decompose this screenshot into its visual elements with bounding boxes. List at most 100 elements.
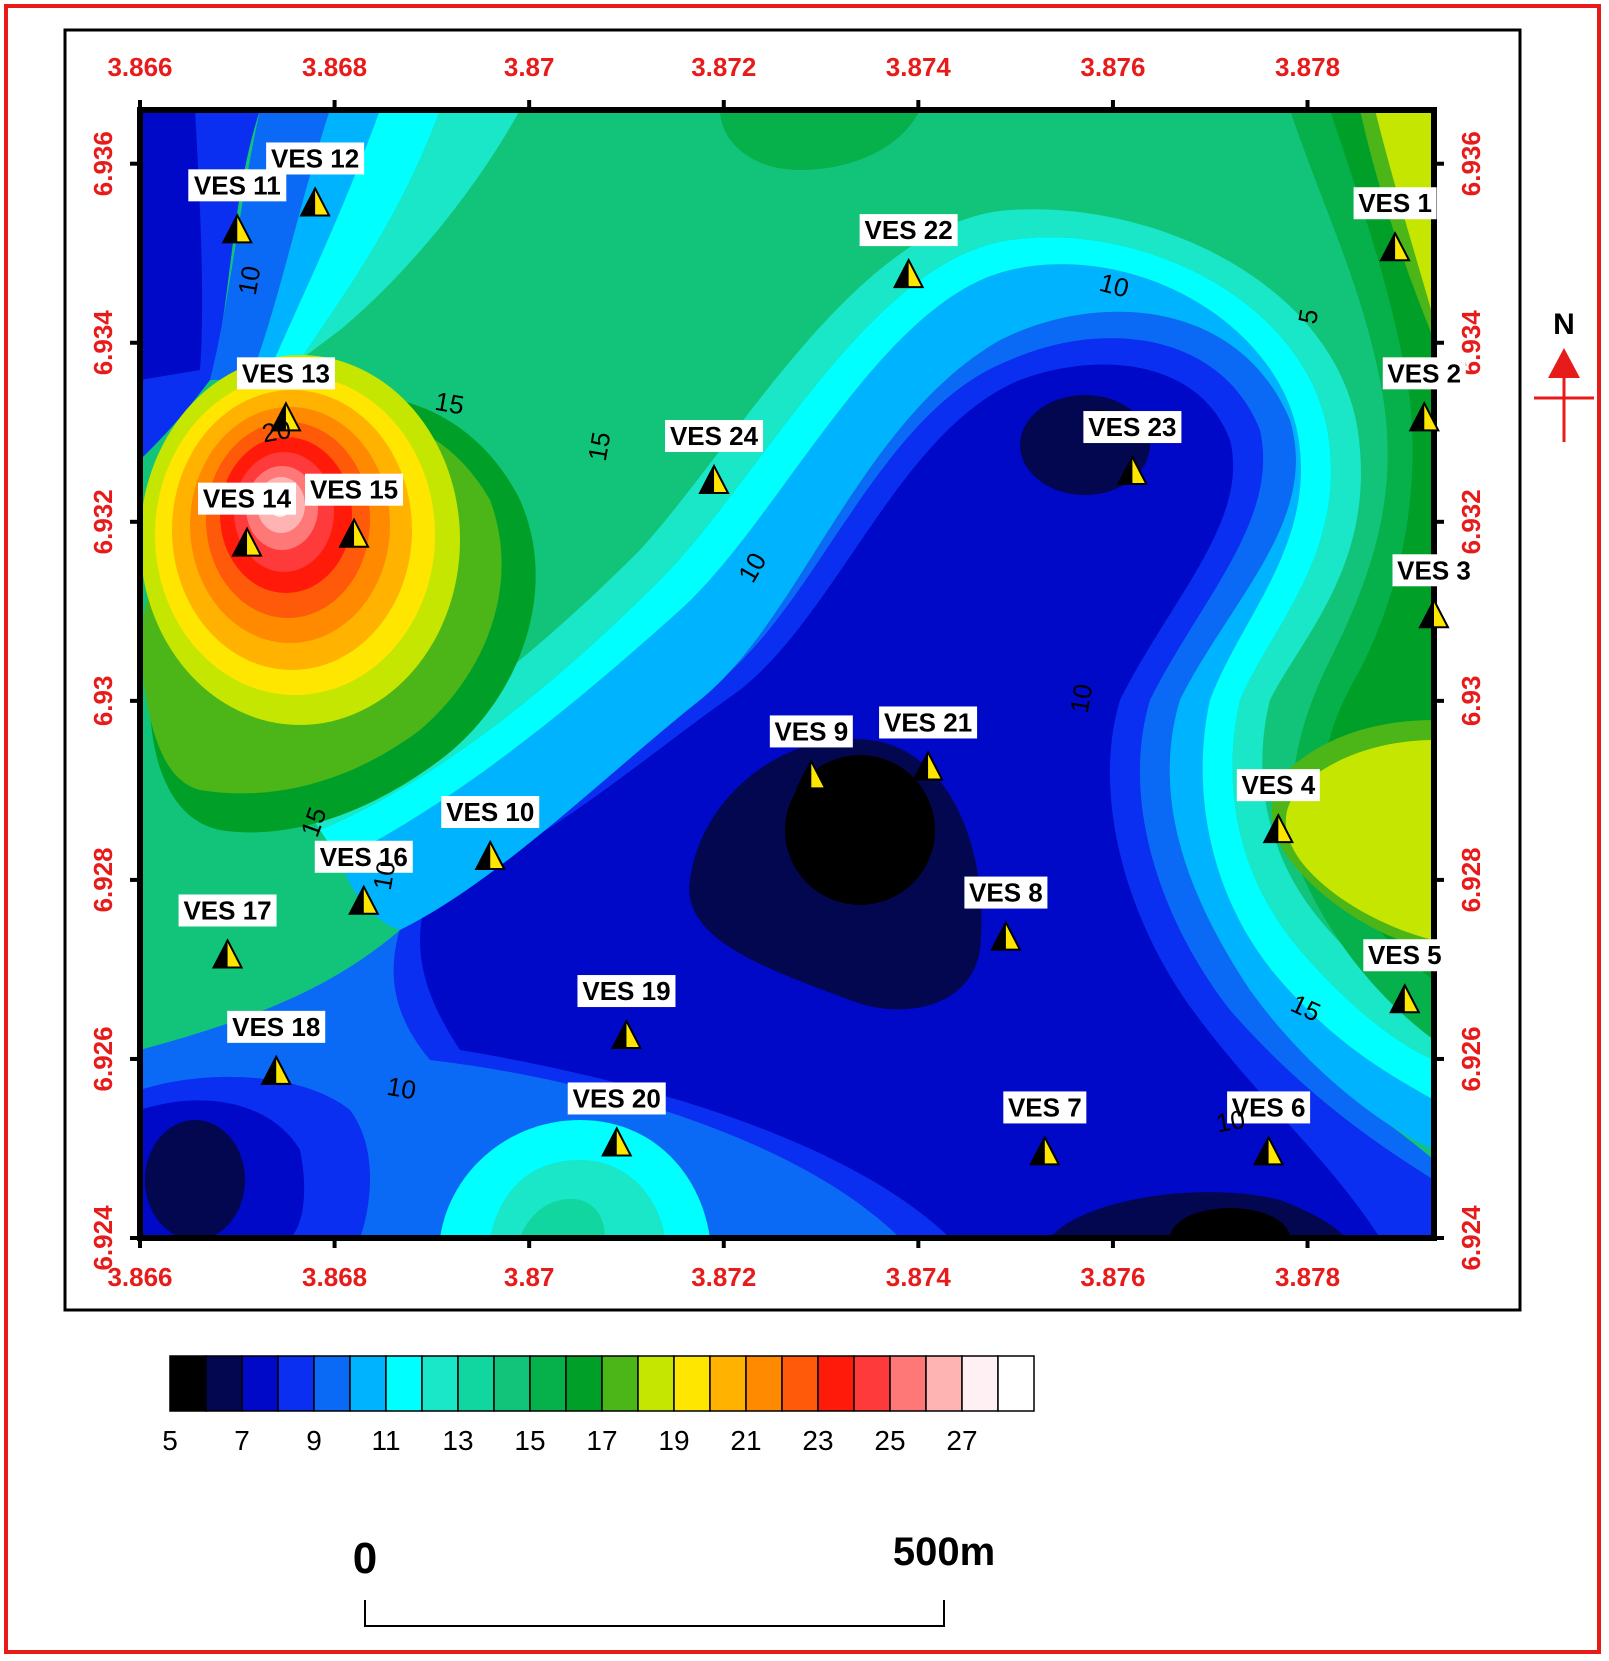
ves-station: VES 19 [577, 975, 676, 1050]
legend-swatch [709, 1355, 747, 1412]
ves-marker-shade [797, 761, 812, 789]
contour-label: 10 [367, 859, 402, 893]
ves-station: VES 10 [441, 796, 540, 870]
ves-station: VES 20 [567, 1082, 666, 1157]
ves-station: VES 2 [1382, 357, 1466, 432]
y-tick-label-left: 6.926 [88, 1026, 118, 1091]
ves-marker-shade [700, 466, 715, 493]
ves-station: VES 14 [198, 482, 297, 557]
legend-swatch [349, 1355, 387, 1412]
ves-label: VES 23 [1088, 412, 1176, 442]
contour-label: 10 [385, 1071, 419, 1106]
ves-label: VES 6 [1232, 1092, 1306, 1122]
scale-bar: 0 500m [353, 1530, 995, 1627]
legend-swatch [889, 1355, 927, 1412]
contour-label: 10 [1214, 1104, 1248, 1139]
y-tick-label-left: 6.932 [88, 489, 118, 554]
legend-label: 21 [730, 1425, 761, 1456]
legend-label: 19 [658, 1425, 689, 1456]
ves-label-box [567, 1082, 666, 1115]
ves-label: VES 7 [1008, 1092, 1082, 1122]
ves-label: VES 19 [582, 976, 670, 1006]
ves-station: VES 12 [266, 142, 365, 217]
ves-label-box [1083, 411, 1182, 444]
ves-label-box [266, 142, 365, 175]
contour-surface [140, 110, 1434, 1238]
ves-label-box [1236, 769, 1320, 802]
y-tick-label-right: 6.926 [1456, 1026, 1486, 1091]
ves-station: VES 22 [859, 214, 958, 289]
ves-station: VES 5 [1363, 939, 1447, 1014]
ves-station: VES 17 [178, 894, 277, 969]
ves-station: VES 18 [227, 1010, 326, 1085]
ves-label: VES 10 [446, 797, 534, 827]
ves-marker-shade [1030, 1137, 1045, 1165]
x-tick-label-bottom: 3.878 [1275, 1262, 1340, 1292]
ves-marker-shade [262, 1056, 277, 1084]
ves-label-box [1392, 554, 1476, 587]
ves-marker-shade [894, 260, 909, 288]
x-tick-label-top: 3.872 [691, 52, 756, 82]
ves-station: VES 23 [1083, 411, 1182, 486]
contour-label: 10 [1064, 682, 1099, 716]
ves-label-box [1382, 357, 1466, 390]
north-label: N [1553, 308, 1575, 341]
ves-label: VES 14 [203, 484, 292, 514]
ves-marker-shade [349, 886, 364, 914]
ves-marker-shade [233, 528, 248, 556]
legend-swatch [817, 1355, 855, 1412]
ves-marker-shade [1254, 1137, 1269, 1165]
ves-label-box [441, 796, 540, 828]
ves-marker-shade [602, 1128, 617, 1156]
ves-station: VES 24 [665, 420, 764, 494]
x-tick-label-top: 3.876 [1080, 52, 1145, 82]
y-tick-label-left: 6.934 [88, 310, 118, 376]
x-tick-label-top: 3.874 [886, 52, 952, 82]
ves-label-box [964, 876, 1048, 909]
legend-swatch [673, 1355, 711, 1412]
ves-marker-shade [476, 842, 491, 869]
page-frame [4, 4, 1601, 1654]
ves-station: VES 16 [314, 840, 413, 915]
ves-label: VES 1 [1358, 188, 1432, 218]
ves-label-box [1227, 1091, 1311, 1124]
contour-label: 20 [260, 414, 294, 449]
y-tick-label-left: 6.924 [88, 1205, 118, 1271]
ves-marker-shade [612, 1021, 627, 1049]
ves-station: VES 9 [769, 715, 853, 790]
legend-swatch [853, 1355, 891, 1412]
ves-marker-shade [271, 403, 286, 431]
y-tick-label-left: 6.928 [88, 847, 118, 912]
y-tick-label-right: 6.93 [1456, 676, 1486, 727]
legend-swatch [241, 1355, 279, 1412]
ves-label-box [305, 473, 404, 506]
ves-label-box [236, 357, 335, 390]
y-tick-label-right: 6.924 [1456, 1205, 1486, 1271]
legend-label: 17 [586, 1425, 617, 1456]
ves-marker-shade [340, 519, 355, 547]
legend-label: 15 [514, 1425, 545, 1456]
legend-label: 23 [802, 1425, 833, 1456]
legend-swatch [169, 1355, 207, 1412]
ves-station: VES 8 [964, 876, 1048, 951]
scale-end-label: 500m [893, 1530, 995, 1574]
ves-label: VES 8 [969, 878, 1043, 908]
ves-label-box [227, 1010, 326, 1043]
contour-label: 5 [1292, 307, 1324, 326]
north-arrow: N [1534, 308, 1594, 442]
legend-swatch [277, 1355, 315, 1412]
contour-label: 10 [232, 264, 267, 298]
ves-label-box [859, 214, 958, 247]
ves-label: VES 5 [1368, 940, 1442, 970]
ves-label: VES 11 [194, 170, 281, 200]
ves-label: VES 2 [1387, 358, 1461, 388]
x-tick-label-bottom: 3.866 [107, 1262, 172, 1292]
legend-swatch [421, 1355, 459, 1412]
legend-label: 11 [371, 1425, 400, 1456]
y-tick-label-left: 6.93 [88, 676, 118, 727]
contour-label: 15 [582, 430, 617, 464]
ves-marker-shade [213, 940, 228, 968]
ves-label: VES 20 [573, 1083, 661, 1113]
